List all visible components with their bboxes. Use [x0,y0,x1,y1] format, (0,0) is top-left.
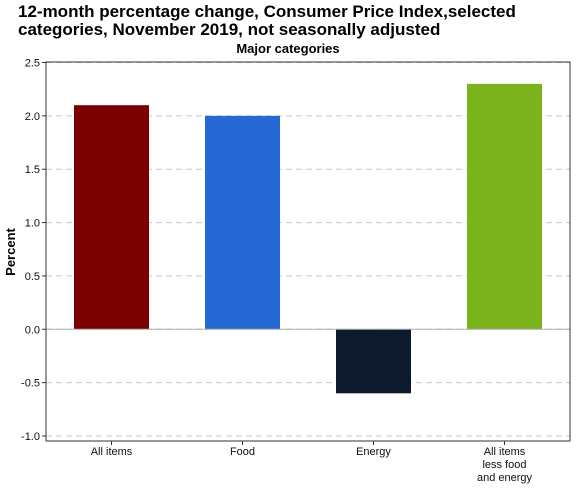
y-tick-label: 1.5 [25,164,40,176]
chart-title: 12-month percentage change, Consumer Pri… [18,3,570,39]
bar [205,115,280,330]
y-tick-label: 0.0 [25,324,40,336]
y-tick-label: -0.5 [21,378,40,390]
bar [336,329,411,394]
x-tick-label: All items less food and energy [477,446,533,484]
chart-title-line-1: 12-month percentage change, Consumer Pri… [18,2,516,21]
y-tick-label: 2.5 [25,58,40,70]
y-tick-label: 0.5 [25,271,40,283]
y-tick-label: 1.0 [25,218,40,230]
y-tick-label: 2.0 [25,111,40,123]
x-tick-label: Energy [356,446,391,458]
y-tick-label: -1.0 [21,431,40,443]
bars [74,83,542,394]
bar [467,83,542,330]
y-axis-label: Percent [3,227,18,275]
chart-title-line-2: categories, November 2019, not seasonall… [18,20,441,39]
chart-subtitle: Major categories [236,41,340,56]
plot-frame [45,61,571,442]
x-tick-label: All items [91,446,133,458]
axes: 2.5 2.0 1.5 1.0 0.5 0.0 -0.5 -1.0 All items Food E… [21,58,571,484]
bar [74,105,149,330]
x-tick-label: Food [230,446,255,458]
